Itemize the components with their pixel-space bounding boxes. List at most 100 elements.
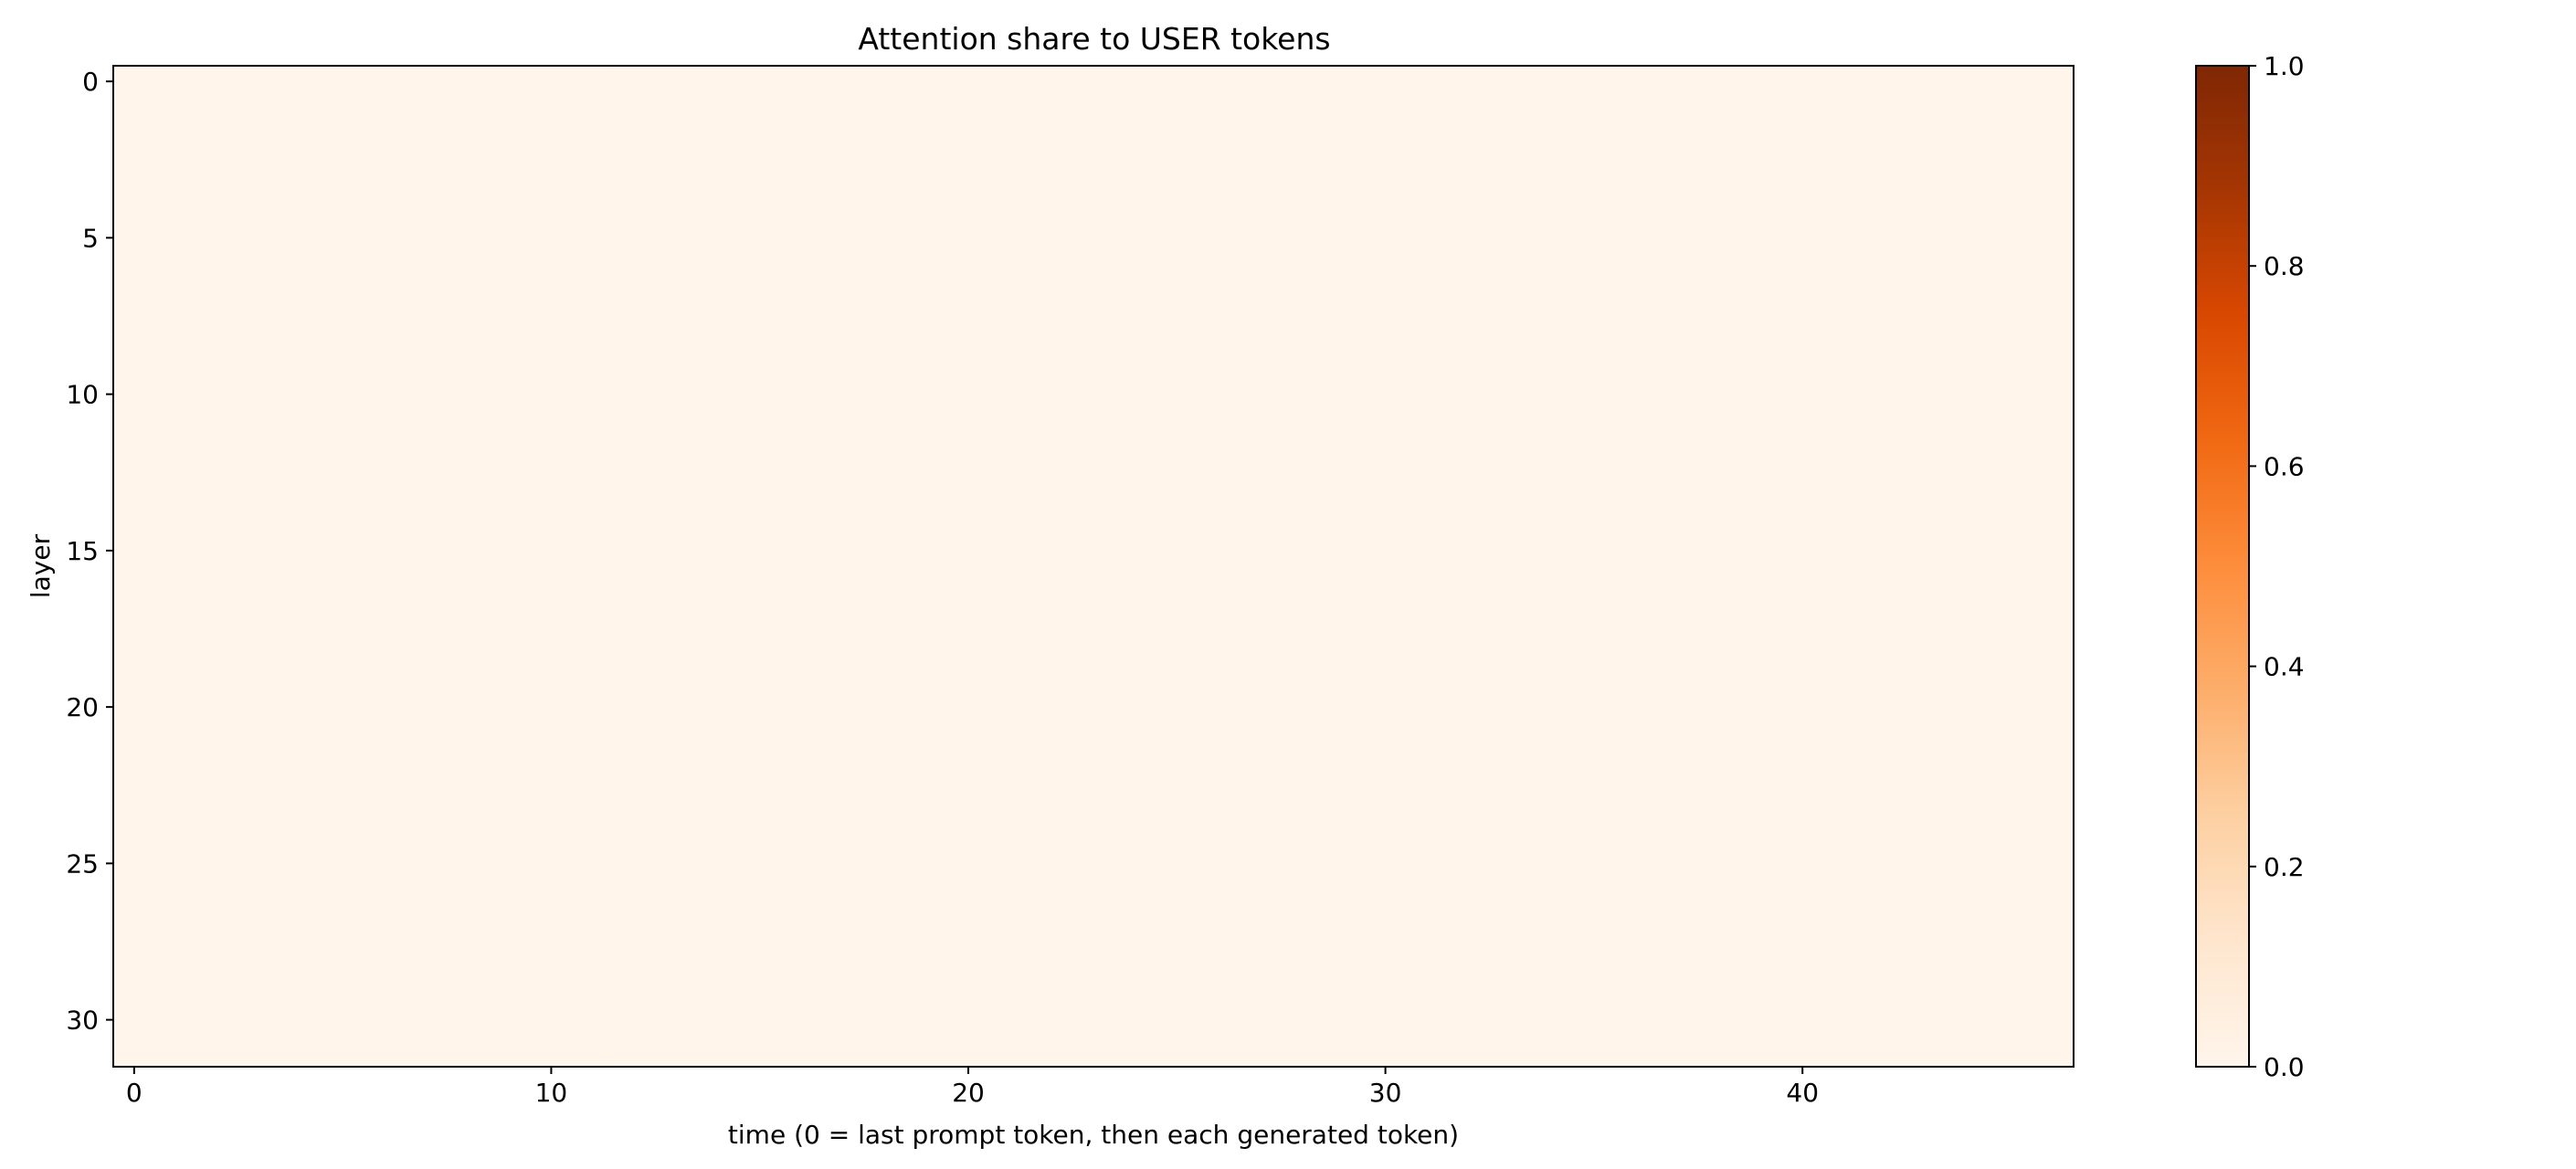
heatmap-cell xyxy=(1489,534,1533,567)
heatmap-cell xyxy=(405,347,448,380)
heatmap-cell xyxy=(1573,566,1616,598)
heatmap-cell xyxy=(1364,472,1408,505)
heatmap-cell xyxy=(1531,97,1574,130)
heatmap-cell xyxy=(1239,597,1283,630)
heatmap-cell xyxy=(947,503,990,536)
heatmap-cell xyxy=(1614,942,1657,974)
heatmap-cell xyxy=(1448,409,1491,442)
heatmap-cell xyxy=(697,503,740,536)
heatmap-cell xyxy=(1656,253,1699,286)
heatmap-cell xyxy=(154,785,197,817)
heatmap-cell xyxy=(655,973,698,1006)
heatmap-cell xyxy=(1656,316,1699,348)
colorbar-ticks: 0.00.20.40.60.81.0 xyxy=(2249,51,2305,1082)
heatmap-cell xyxy=(488,316,532,348)
heatmap-cell xyxy=(280,378,322,411)
heatmap-cell xyxy=(1281,879,1324,911)
heatmap-cell xyxy=(280,441,322,473)
heatmap-cell xyxy=(1906,753,1949,786)
heatmap-cell xyxy=(238,347,281,380)
heatmap-cell xyxy=(363,128,406,161)
heatmap-cell xyxy=(1239,253,1283,286)
heatmap-cell xyxy=(697,472,740,505)
heatmap-cell xyxy=(1990,253,2032,286)
heatmap-cell xyxy=(1489,691,1533,723)
heatmap-cell xyxy=(1948,722,1991,755)
heatmap-cell xyxy=(1239,534,1283,567)
heatmap-cell xyxy=(1406,691,1449,723)
heatmap-cell xyxy=(1156,534,1198,567)
heatmap-cell xyxy=(1906,1004,1949,1037)
heatmap-cell xyxy=(572,1004,615,1037)
heatmap-cell xyxy=(1906,191,1949,223)
heatmap-cell xyxy=(1906,597,1949,630)
heatmap-cell xyxy=(196,284,239,317)
heatmap-cell xyxy=(363,753,406,786)
heatmap-cell xyxy=(572,566,615,598)
heatmap-cell xyxy=(780,66,823,98)
colorbar-bar xyxy=(2195,65,2250,1068)
heatmap-cell xyxy=(113,97,156,130)
heatmap-cell xyxy=(1990,785,2032,817)
heatmap-cell xyxy=(1990,159,2032,192)
heatmap-cell xyxy=(1239,722,1283,755)
heatmap-cell xyxy=(1489,1035,1533,1068)
heatmap-cell xyxy=(1198,97,1240,130)
heatmap-cell xyxy=(1489,722,1533,755)
heatmap-cell xyxy=(196,503,239,536)
heatmap-cell xyxy=(1906,816,1949,848)
heatmap-cell xyxy=(154,973,197,1006)
heatmap-cell xyxy=(1990,128,2032,161)
heatmap-cell xyxy=(1239,785,1283,817)
heatmap-cell xyxy=(655,659,698,692)
heatmap-cell xyxy=(488,973,532,1006)
heatmap-cell xyxy=(1030,222,1073,255)
heatmap-cell xyxy=(613,66,657,98)
heatmap-cell xyxy=(1656,973,1699,1006)
heatmap-cell xyxy=(1198,628,1240,661)
heatmap-cell xyxy=(1364,1035,1408,1068)
y-tick-label: 15 xyxy=(66,536,99,566)
heatmap-cell xyxy=(113,534,156,567)
y-tick-label: 10 xyxy=(66,380,99,410)
heatmap-cell xyxy=(1739,159,1782,192)
heatmap-cell xyxy=(405,816,448,848)
heatmap-cell xyxy=(113,472,156,505)
heatmap-cell xyxy=(1948,566,1991,598)
heatmap-cell xyxy=(1864,316,1907,348)
heatmap-cell xyxy=(1614,66,1657,98)
heatmap-cell xyxy=(530,973,573,1006)
heatmap-cell xyxy=(697,973,740,1006)
y-tick-label: 0 xyxy=(82,67,99,97)
heatmap-cell xyxy=(1614,253,1657,286)
heatmap-cell xyxy=(988,691,1032,723)
heatmap-cell xyxy=(1990,1035,2032,1068)
heatmap-cell xyxy=(1656,910,1699,943)
heatmap-cell xyxy=(780,316,823,348)
heatmap-cell xyxy=(1448,879,1491,911)
heatmap-cell xyxy=(238,159,281,192)
heatmap-cell xyxy=(613,659,657,692)
heatmap-cell xyxy=(1823,659,1866,692)
heatmap-cell xyxy=(1114,910,1157,943)
heatmap-cell xyxy=(1198,597,1240,630)
heatmap-cell xyxy=(363,1004,406,1037)
heatmap-cell xyxy=(905,409,948,442)
heatmap-cell xyxy=(280,409,322,442)
heatmap-cell xyxy=(1990,441,2032,473)
heatmap-cell xyxy=(1948,942,1991,974)
heatmap-cell xyxy=(1323,628,1366,661)
heatmap-cell xyxy=(322,159,364,192)
heatmap-cell xyxy=(947,347,990,380)
heatmap-cell xyxy=(738,222,782,255)
heatmap-cell xyxy=(1573,472,1616,505)
heatmap-cell xyxy=(738,284,782,317)
heatmap-cell xyxy=(1698,347,1741,380)
heatmap-cell xyxy=(196,409,239,442)
heatmap-cell xyxy=(1573,97,1616,130)
heatmap-cell xyxy=(322,942,364,974)
heatmap-cell xyxy=(1948,659,1991,692)
heatmap-cell xyxy=(113,566,156,598)
heatmap-cell xyxy=(1489,910,1533,943)
heatmap-cell xyxy=(988,441,1032,473)
